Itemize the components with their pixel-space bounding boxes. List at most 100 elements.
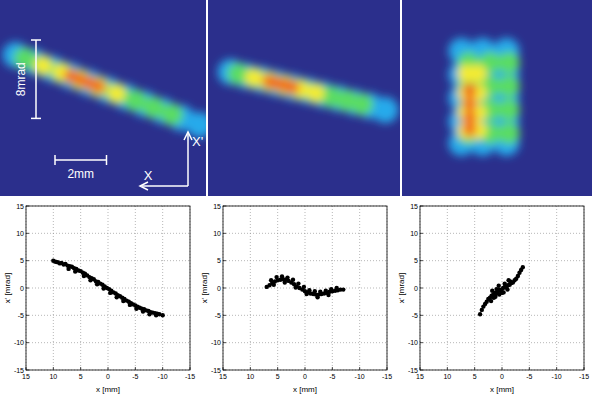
tick xyxy=(162,367,163,370)
point xyxy=(302,285,306,289)
plot-frame xyxy=(420,206,584,370)
beam-spot xyxy=(498,75,520,97)
axis-arrow xyxy=(142,185,188,187)
grid-line xyxy=(359,206,360,370)
plot-background xyxy=(223,206,387,370)
tick xyxy=(26,315,29,316)
point xyxy=(269,278,273,282)
scale-bar xyxy=(35,40,37,118)
tick-label: -5 xyxy=(526,373,532,380)
tick-label: 0 xyxy=(217,285,221,292)
point xyxy=(283,280,287,284)
tick xyxy=(223,342,226,343)
tick-label: -10 xyxy=(408,339,418,346)
tick-label: -10 xyxy=(355,373,365,380)
tick-label: 10 xyxy=(410,230,418,237)
grid-line xyxy=(223,342,387,343)
plot-background xyxy=(420,206,584,370)
tick-label: -5 xyxy=(329,373,335,380)
grid-line xyxy=(556,206,557,370)
point xyxy=(154,313,158,317)
tick-label: 10 xyxy=(49,373,57,380)
scale-bar-cap xyxy=(31,118,41,120)
arrow-head xyxy=(184,132,192,140)
point xyxy=(272,283,276,287)
point xyxy=(313,289,317,293)
beam-spot xyxy=(498,52,520,74)
tick-label: 5 xyxy=(20,257,24,264)
tick-label: 15 xyxy=(22,373,30,380)
tick xyxy=(420,288,423,289)
beam-spots xyxy=(3,42,207,138)
grid-line xyxy=(162,206,163,370)
scale-bar-cap xyxy=(54,155,56,165)
point xyxy=(318,290,322,294)
tick xyxy=(26,233,29,234)
point xyxy=(134,307,138,311)
figure: 8mrad2mmX'X151050-5-10-15-15-10-5051015x… xyxy=(0,0,592,398)
point xyxy=(341,287,345,291)
tick xyxy=(223,260,226,261)
point xyxy=(503,281,507,285)
beam-spot xyxy=(351,93,373,115)
tick-label: 5 xyxy=(473,373,477,380)
tick xyxy=(223,233,226,234)
tick xyxy=(502,367,503,370)
points xyxy=(478,265,525,316)
scale-bar-cap xyxy=(106,155,108,165)
point xyxy=(501,290,505,294)
grid-line xyxy=(223,315,387,316)
tick-label: -5 xyxy=(412,312,418,319)
tick-label: 5 xyxy=(217,257,221,264)
tick-label: 10 xyxy=(443,373,451,380)
point xyxy=(66,267,70,271)
tick xyxy=(53,367,54,370)
axis-title: x' [mrad] xyxy=(397,273,406,303)
tick xyxy=(529,367,530,370)
grid-line xyxy=(420,315,584,316)
point xyxy=(101,286,105,290)
tick xyxy=(420,260,423,261)
axis-arrow xyxy=(187,134,189,186)
point xyxy=(296,281,300,285)
beam-spots xyxy=(448,38,520,156)
beam-image xyxy=(218,59,399,123)
point xyxy=(307,288,311,292)
point xyxy=(478,312,482,316)
point xyxy=(493,295,497,299)
point xyxy=(326,293,330,297)
point xyxy=(291,278,295,282)
point xyxy=(128,303,132,307)
point xyxy=(497,284,501,288)
tick xyxy=(223,315,226,316)
image-background xyxy=(208,0,400,196)
beam-spots xyxy=(218,59,399,123)
beam-spot xyxy=(372,97,398,123)
beam-spot xyxy=(498,99,520,121)
points xyxy=(51,259,165,318)
tick-label: 5 xyxy=(414,257,418,264)
tick xyxy=(135,367,136,370)
plot-frame xyxy=(26,206,190,370)
plot-background xyxy=(26,206,190,370)
tick-label: -10 xyxy=(14,339,24,346)
tick-label: -5 xyxy=(18,312,24,319)
beam-spot xyxy=(469,65,487,83)
beam-spot xyxy=(498,122,520,144)
tick xyxy=(420,342,423,343)
tick xyxy=(420,233,423,234)
tick-label: 5 xyxy=(79,373,83,380)
beam-spot xyxy=(161,104,183,126)
beam-spot xyxy=(463,83,477,97)
point xyxy=(121,299,125,303)
grid-line xyxy=(26,260,190,261)
tick-label: -10 xyxy=(552,373,562,380)
tick xyxy=(305,367,306,370)
tick-label: 0 xyxy=(500,373,504,380)
axis-label: X xyxy=(144,168,153,183)
image-background xyxy=(0,0,206,196)
point xyxy=(141,309,145,313)
axis-title: x [mm] xyxy=(96,385,120,394)
tick-label: 0 xyxy=(106,373,110,380)
axis-title: x' [mrad] xyxy=(200,273,209,303)
